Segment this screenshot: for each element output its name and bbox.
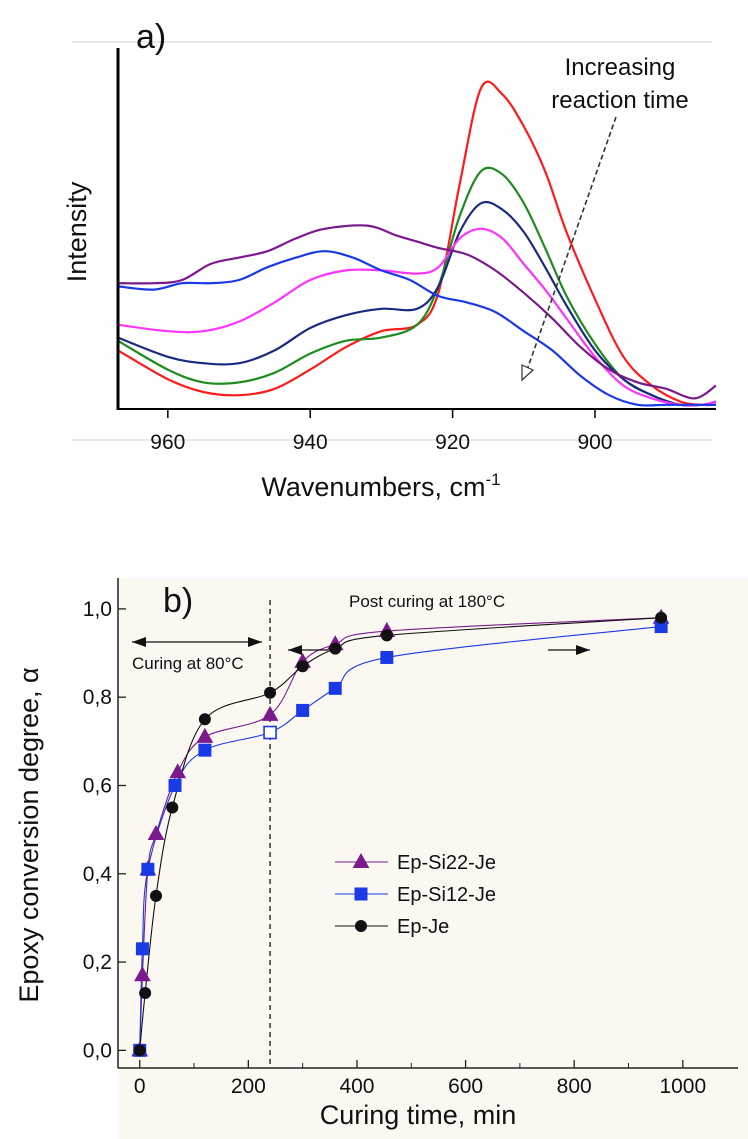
- curing-annotation: Curing at 80°C: [132, 654, 244, 673]
- legend-marker-ep-je: [355, 920, 367, 932]
- panel-b-series: [131, 608, 670, 1057]
- data-point-ep-je: [133, 1044, 146, 1057]
- panel-a-annotation-line1: Increasing: [565, 54, 676, 81]
- data-point-ep-je: [139, 986, 152, 999]
- panel-b-ticks: 0,0 0,2 0,4 0,6 0,8 1,0 0 200 400 600 800 1000: [83, 598, 706, 1098]
- panel-b-background: [118, 578, 748, 1139]
- data-point-ep-si12-je: [135, 942, 149, 956]
- data-point-ep-je: [150, 889, 163, 902]
- panel-b-x-tick-label: 0: [134, 1075, 146, 1098]
- panel-a-annotation-arrowhead: [521, 364, 535, 382]
- panel-b-x-tick-label: 400: [339, 1075, 374, 1098]
- data-point-ep-je: [264, 686, 277, 699]
- panel-a-x-label-main: Wavenumbers, cm: [261, 472, 485, 502]
- data-point-ep-si12-je: [263, 725, 277, 740]
- panel-a-x-tick-label: 900: [577, 431, 612, 454]
- panel-a-series-5: [117, 224, 717, 400]
- panel-a-y-label: Intensity: [62, 181, 92, 282]
- panel-b-x-label: Curing time, min: [320, 1100, 517, 1130]
- panel-b-y-tick-label: 0,0: [83, 1039, 112, 1062]
- panel-a-series-1: [117, 80, 717, 407]
- legend-label-ep-je: Ep-Je: [397, 916, 449, 938]
- panel-b-y-tick-label: 1,0: [83, 598, 112, 621]
- data-point-ep-je: [198, 713, 211, 726]
- panel-a-series-6: [117, 250, 716, 407]
- panel-b-x-tick-label: 1000: [659, 1075, 706, 1098]
- panel-b-legend: Ep-Si22-Je Ep-Si12-Je Ep-Je: [335, 852, 496, 938]
- panel-b-y-tick-label: 0,4: [83, 863, 113, 886]
- data-point-ep-je: [296, 660, 309, 673]
- panel-a-x-tick-label: 940: [293, 431, 328, 454]
- legend-marker-ep-si22-je: [352, 852, 370, 868]
- data-point-ep-je: [329, 642, 342, 655]
- panel-a-ticks: 960 940 920 900: [150, 409, 612, 454]
- panel-b-y-label: Epoxy conversion degree, α: [14, 667, 44, 1002]
- panel-b-x-tick-label: 800: [557, 1075, 592, 1098]
- data-point-ep-si22-je: [169, 763, 187, 779]
- panel-b-y-tick-label: 0,8: [83, 686, 112, 709]
- post-curing-annotation: Post curing at 180°C: [349, 592, 505, 611]
- data-point-ep-si22-je: [147, 825, 165, 841]
- panel-a-x-tick-label: 920: [435, 431, 470, 454]
- data-point-ep-si22-je: [134, 966, 151, 982]
- data-point-ep-je: [166, 801, 179, 814]
- legend-label-ep-si22-je: Ep-Si22-Je: [397, 852, 496, 874]
- post-curing-arrow-right-head: [576, 645, 590, 655]
- data-point-ep-si12-je: [380, 650, 394, 664]
- panel-b-x-tick-label: 600: [448, 1075, 483, 1098]
- panel-a-annotation-line2: reaction time: [551, 87, 688, 114]
- legend-label-ep-si12-je: Ep-Si12-Je: [397, 884, 496, 906]
- curing-arrow-right: [248, 637, 262, 647]
- data-point-ep-si22-je: [196, 727, 214, 743]
- data-point-ep-si22-je: [261, 705, 279, 721]
- panel-a-series-3: [117, 200, 717, 407]
- post-curing-arrow-left-head: [288, 645, 302, 655]
- panel-a-label: a): [136, 18, 166, 56]
- data-point-ep-je: [380, 629, 393, 642]
- panel-b-x-tick-label: 200: [231, 1075, 266, 1098]
- panel-a-series-2: [117, 166, 716, 407]
- data-point-ep-si12-je: [168, 778, 182, 792]
- data-point-ep-si12-je: [141, 862, 155, 876]
- panel-a-x-label-sup: -1: [485, 470, 500, 489]
- panel-a-annotation-arrow: [526, 116, 617, 371]
- data-point-ep-si12-je: [328, 681, 342, 695]
- panel-b: b) 0,0 0,2 0,4 0,6 0,8 1,0 0 200 400 600 800 1000 E…: [14, 578, 748, 1139]
- panel-a-series-4: [117, 227, 717, 407]
- panel-a: a) 960 940 920 900 Intensity Wavenumbers, c…: [62, 18, 717, 502]
- panel-a-x-tick-label: 960: [150, 431, 185, 454]
- legend-marker-ep-si12-je: [354, 887, 368, 901]
- panel-b-y-tick-label: 0,2: [83, 951, 112, 974]
- panel-b-y-tick-label: 0,6: [83, 774, 112, 797]
- panel-b-label: b): [163, 582, 193, 620]
- panel-a-curves: [117, 80, 717, 407]
- data-point-ep-je: [655, 611, 668, 624]
- panel-a-x-label: Wavenumbers, cm-1: [261, 470, 500, 502]
- data-point-ep-si12-je: [296, 703, 310, 717]
- data-point-ep-si12-je: [198, 743, 212, 757]
- curing-arrow-left: [132, 637, 146, 647]
